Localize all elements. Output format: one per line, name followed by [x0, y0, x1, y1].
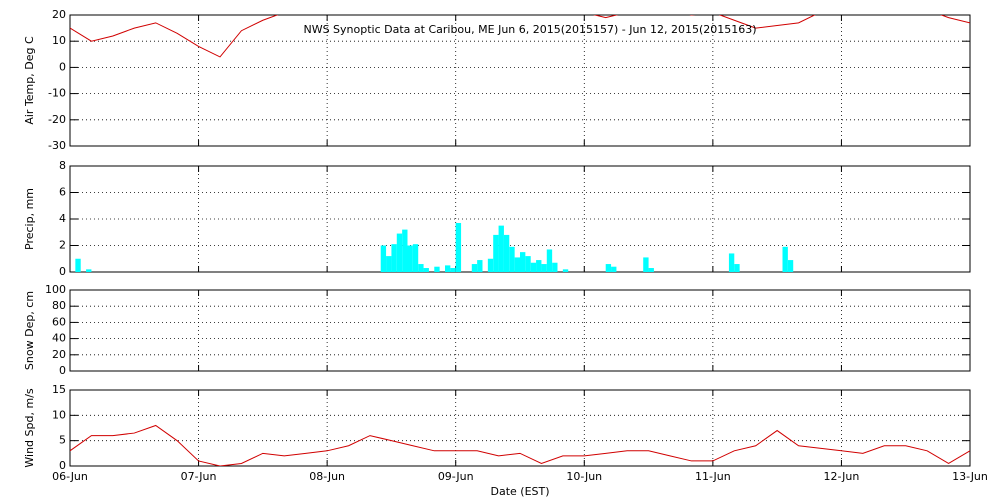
- y-tick-label: -20: [48, 113, 66, 126]
- y-tick-label: 5: [59, 434, 66, 447]
- bar: [487, 258, 494, 272]
- bar: [477, 260, 483, 272]
- y-tick-label: 100: [45, 283, 66, 296]
- x-tick-label: 08-Jun: [309, 470, 345, 483]
- x-axis-label: Date (EST): [490, 485, 549, 498]
- bar: [648, 268, 654, 272]
- bar: [536, 260, 542, 272]
- panel-frame: [69, 14, 971, 147]
- bar: [423, 268, 429, 272]
- bar: [520, 252, 526, 272]
- x-tick-label: 06-Jun: [52, 470, 88, 483]
- y-tick-label: 6: [59, 186, 66, 199]
- y-tick-label: 60: [52, 315, 66, 328]
- bar: [412, 244, 419, 272]
- y-tick-label: 2: [59, 239, 66, 252]
- bar: [75, 258, 81, 272]
- bar: [782, 246, 788, 272]
- y-tick-label: 0: [59, 459, 66, 472]
- bar: [787, 260, 794, 272]
- bar: [402, 229, 408, 272]
- bar: [611, 266, 617, 272]
- y-tick-label: 40: [52, 332, 66, 345]
- bar: [418, 264, 424, 272]
- y-axis-label: Wind Spd, m/s: [23, 388, 36, 468]
- bar: [514, 257, 520, 272]
- data-line: [70, 424, 970, 466]
- bar: [643, 257, 649, 272]
- x-tick-label: 09-Jun: [438, 470, 474, 483]
- y-tick-label: -10: [48, 87, 66, 100]
- y-tick-label: 4: [59, 212, 66, 225]
- bar: [541, 264, 547, 272]
- bar: [546, 249, 553, 272]
- y-tick-label: 10: [52, 34, 66, 47]
- bar: [605, 264, 612, 272]
- bar: [434, 266, 440, 272]
- bar: [728, 253, 735, 272]
- x-tick-label: 12-Jun: [824, 470, 860, 483]
- bar: [734, 264, 740, 272]
- bar: [407, 245, 413, 272]
- chart-title: NWS Synoptic Data at Caribou, ME Jun 6, …: [303, 23, 756, 36]
- bar: [493, 234, 499, 272]
- bar: [471, 264, 478, 272]
- bar: [552, 262, 558, 272]
- bar: [445, 265, 451, 272]
- bar: [525, 256, 531, 272]
- bar: [450, 268, 456, 272]
- bar: [396, 233, 403, 272]
- bar: [455, 222, 462, 272]
- y-axis-label: Precip, mm: [23, 188, 36, 250]
- y-tick-label: 80: [52, 299, 66, 312]
- x-tick-label: 11-Jun: [695, 470, 731, 483]
- bar: [562, 269, 569, 272]
- bar: [503, 234, 510, 272]
- data-line: [70, 15, 970, 58]
- y-tick-label: 0: [59, 265, 66, 278]
- x-tick-label: 07-Jun: [181, 470, 217, 483]
- y-tick-label: 10: [52, 408, 66, 421]
- y-axis-label: Snow Dep, cm: [23, 291, 36, 370]
- y-tick-label: 20: [52, 8, 66, 21]
- bar: [86, 269, 92, 272]
- bar: [530, 262, 537, 272]
- y-tick-label: 8: [59, 159, 66, 172]
- bar: [391, 244, 397, 272]
- bar: [386, 256, 392, 272]
- x-tick-label: 10-Jun: [566, 470, 602, 483]
- y-axis-label: Air Temp, Deg C: [23, 36, 36, 125]
- y-tick-label: -30: [48, 139, 66, 152]
- bar: [380, 245, 387, 272]
- bar: [509, 246, 515, 272]
- y-tick-label: 15: [52, 383, 66, 396]
- y-tick-label: 20: [52, 348, 66, 361]
- panel-frame: [69, 389, 971, 467]
- y-tick-label: 0: [59, 60, 66, 73]
- panel-frame: [69, 289, 971, 372]
- x-tick-label: 13-Jun: [952, 470, 988, 483]
- y-tick-label: 0: [59, 364, 66, 377]
- bar: [498, 225, 504, 272]
